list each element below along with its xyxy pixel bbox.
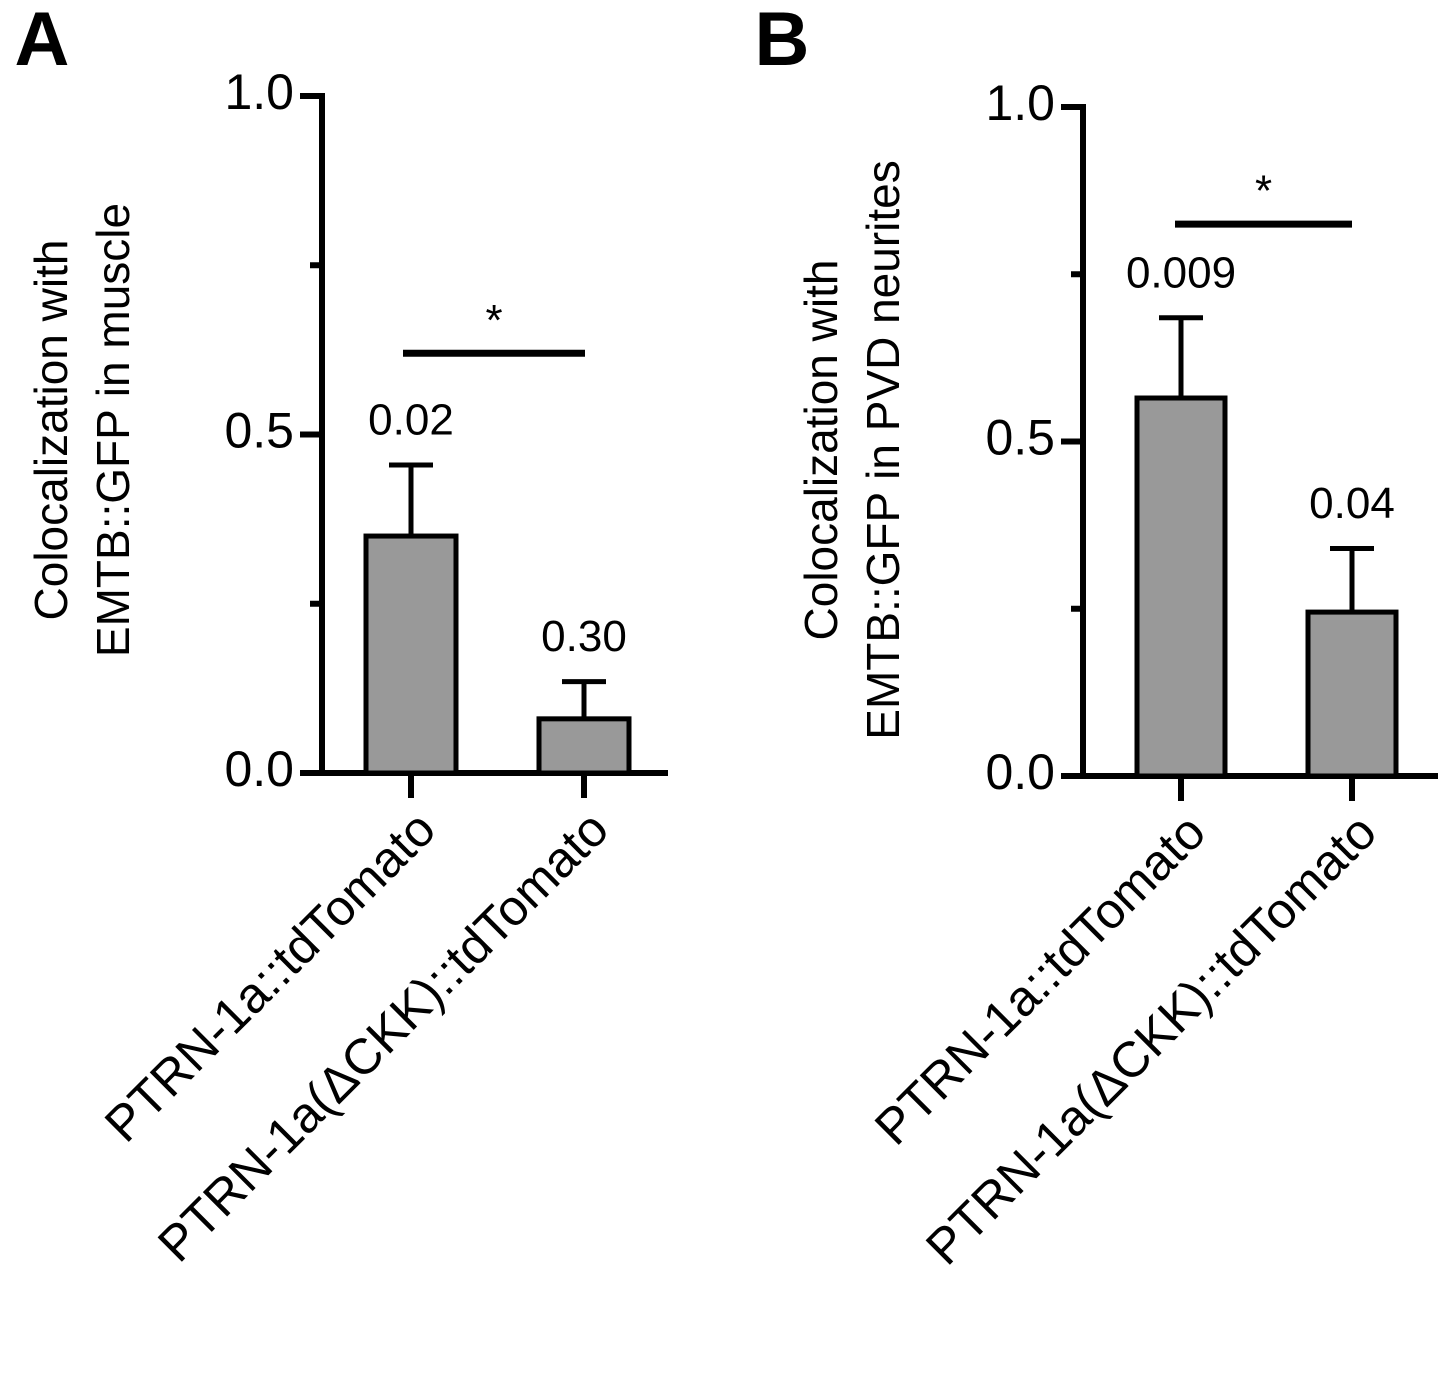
y-axis-label: Colocalization with (795, 260, 847, 641)
bar (536, 716, 632, 776)
y-axis-label: EMTB::GFP in muscle (87, 203, 139, 657)
y-tick-label: 1.0 (224, 64, 294, 120)
bar-label: 0.30 (541, 612, 627, 661)
significance-label: * (485, 296, 502, 345)
bar-label: 0.009 (1126, 248, 1236, 297)
bar (363, 533, 459, 776)
y-axis-label: Colocalization with (25, 240, 77, 621)
panel-label: A (15, 0, 70, 82)
y-tick-label: 1.0 (985, 75, 1055, 131)
y-tick-label: 0.0 (224, 741, 294, 797)
y-tick-label: 0.5 (224, 403, 294, 459)
panel-label: B (755, 0, 810, 82)
x-tick-label: PTRN-1a::tdTomato (864, 804, 1216, 1156)
x-tick-label: PTRN-1a::tdTomato (94, 801, 446, 1153)
bar-label: 0.04 (1309, 479, 1395, 528)
bar-label: 0.02 (368, 396, 454, 445)
significance-label: * (1255, 167, 1272, 216)
y-axis-label: EMTB::GFP in PVD neurites (857, 160, 909, 739)
bar (1134, 395, 1228, 779)
y-tick-label: 0.5 (985, 410, 1055, 466)
y-tick-label: 0.0 (985, 744, 1055, 800)
bar (1305, 609, 1399, 779)
